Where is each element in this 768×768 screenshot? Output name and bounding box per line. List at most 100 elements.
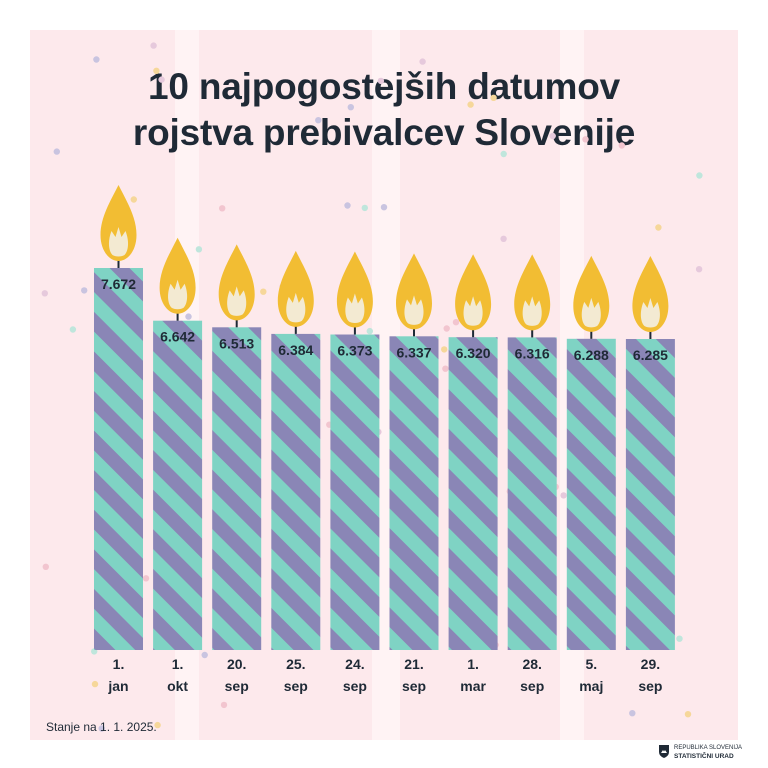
confetti-dot — [195, 246, 203, 253]
confetti-dot — [69, 326, 77, 333]
confetti-dot — [695, 266, 703, 273]
confetti-dot — [443, 325, 450, 332]
candle-2: 6.642 1. okt — [153, 237, 203, 694]
confetti-dot — [344, 202, 351, 209]
category-label-day: 1. — [172, 656, 184, 672]
logo-line1: REPUBLIKA SLOVENIJA — [674, 745, 743, 751]
category-label-month: sep — [343, 678, 367, 694]
flame-core — [581, 297, 601, 328]
value-label: 6.642 — [160, 329, 195, 345]
confetti-dot — [549, 132, 556, 140]
confetti-dot — [560, 492, 567, 499]
value-label: 7.672 — [101, 276, 136, 292]
bar — [389, 336, 439, 650]
bar — [625, 339, 675, 650]
candle-5: 6.373 24. sep — [330, 251, 380, 694]
candle-6: 6.337 21. sep — [389, 253, 439, 694]
value-label: 6.384 — [278, 342, 313, 358]
bar — [212, 327, 262, 650]
flame-core — [227, 286, 247, 316]
candle-wick — [117, 260, 120, 268]
category-label-month: sep — [638, 678, 662, 694]
category-label-month: maj — [579, 678, 603, 694]
category-label-day: 29. — [641, 656, 660, 672]
candle-wick — [649, 331, 652, 339]
confetti-dot — [315, 117, 322, 124]
confetti-dot — [185, 313, 192, 320]
confetti-dot — [366, 327, 373, 335]
bar — [566, 338, 616, 650]
flame-core — [345, 293, 365, 323]
bar — [271, 333, 321, 650]
sursi-logo: REPUBLIKA SLOVENIJA STATISTIČNI URAD — [659, 742, 759, 764]
confetti-dot — [42, 563, 49, 570]
value-label: 6.373 — [337, 343, 372, 359]
chart-title-line2: rojstva prebivalcev Slovenije — [132, 112, 636, 153]
confetti-dot — [582, 136, 589, 143]
flame-core — [286, 292, 306, 323]
flame-core — [522, 296, 542, 326]
category-label-day: 20. — [227, 656, 246, 672]
candle-10: 6.285 29. sep — [625, 256, 675, 694]
footnote: Stanje na 1. 1. 2025. — [46, 720, 157, 734]
confetti-dot — [219, 205, 226, 212]
confetti-dot — [676, 635, 683, 642]
flame-core — [640, 298, 660, 328]
category-label-day: 28. — [522, 656, 541, 672]
candle-4: 6.384 25. sep — [271, 250, 321, 694]
confetti-dot — [684, 711, 692, 718]
confetti-dot — [154, 721, 161, 729]
category-label-month: sep — [520, 678, 544, 694]
value-label: 6.320 — [456, 345, 491, 361]
confetti-dot — [441, 346, 448, 353]
confetti-dot — [500, 235, 507, 242]
confetti-dot — [142, 575, 150, 582]
confetti-dot — [361, 204, 368, 212]
candle-wick — [176, 312, 179, 321]
bar — [507, 337, 557, 650]
confetti-dot — [419, 58, 426, 65]
candle-wick — [590, 330, 593, 339]
confetti-dot — [618, 142, 625, 149]
category-label-month: mar — [460, 678, 486, 694]
confetti-dot — [696, 172, 703, 179]
bar — [94, 268, 143, 650]
bar — [153, 320, 203, 650]
bar — [448, 337, 498, 650]
category-label-day: 25. — [286, 656, 305, 672]
confetti-dot — [655, 224, 662, 231]
confetti-dot — [500, 150, 507, 158]
confetti-dot — [158, 76, 165, 83]
category-label-day: 21. — [404, 656, 423, 672]
candle-7: 6.320 1. mar — [448, 254, 498, 694]
confetti-dot — [442, 365, 449, 372]
category-label-day: 5. — [585, 656, 597, 672]
confetti-dot — [377, 77, 385, 85]
confetti-dot — [91, 680, 99, 688]
category-label-month: sep — [284, 678, 308, 694]
confetti-dot — [81, 287, 88, 294]
logo-line2: STATISTIČNI URAD — [674, 753, 734, 760]
candle-wick — [353, 326, 356, 335]
confetti-dot — [53, 148, 60, 155]
candle-wick — [235, 319, 238, 328]
candle-8: 6.316 28. sep — [507, 254, 557, 694]
confetti-dot — [260, 288, 267, 295]
category-label-day: 1. — [113, 656, 125, 672]
category-label-month: sep — [225, 678, 249, 694]
confetti-dot — [452, 319, 460, 326]
category-label-month: sep — [402, 678, 426, 694]
confetti-dot — [347, 104, 354, 111]
value-label: 6.285 — [633, 347, 668, 363]
slovenia-coat-of-arms-icon — [659, 745, 669, 758]
confetti-dot — [201, 651, 208, 659]
confetti-dot — [629, 710, 636, 717]
flame-core — [404, 295, 424, 325]
confetti-dot — [153, 67, 160, 75]
candle-9: 6.288 5. maj — [566, 255, 616, 694]
candle-1: 7.672 1. jan — [94, 185, 143, 694]
bar — [330, 334, 380, 650]
confetti-dot — [380, 204, 388, 211]
candle-wick — [531, 329, 534, 338]
